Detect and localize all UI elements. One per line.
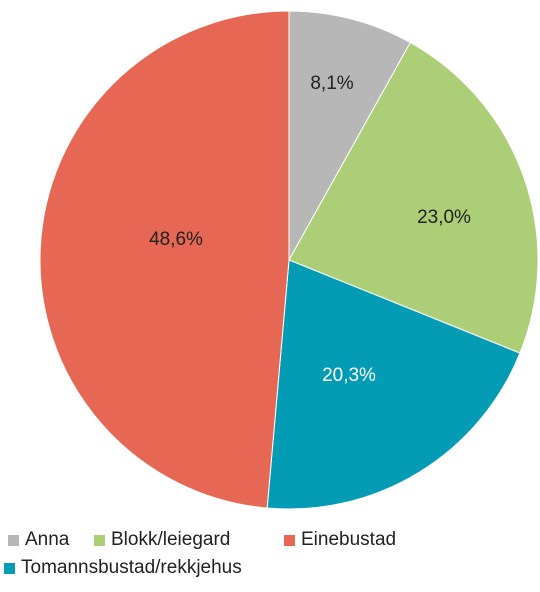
legend-row-2: Tomannsbustad/rekkjehus xyxy=(0,554,540,582)
legend-label-einebustad: Einebustad xyxy=(301,529,397,550)
slice-value-label-einebustad: 48,6% xyxy=(149,229,203,250)
legend-swatch-einebustad xyxy=(284,534,295,546)
legend-label-blokk: Blokk/leiegard xyxy=(111,529,231,550)
legend-item-einebustad: Einebustad xyxy=(284,529,396,551)
pie-slice-blokk-leiegard xyxy=(288,41,539,354)
legend-swatch-tomannsbustad xyxy=(4,562,15,574)
slice-value-label-blokk-leiegard: 23,0% xyxy=(417,207,471,228)
pie-chart: 8,1% 23,0% 20,3% 48,6% xyxy=(39,10,539,510)
slice-value-label-tomannsbustad-rekkjehus: 20,3% xyxy=(322,365,376,386)
pie-slice-anna xyxy=(288,10,412,262)
legend: Anna Blokk/leiegard Einebustad Tomannsbu… xyxy=(0,526,540,582)
legend-swatch-blokk xyxy=(94,534,105,546)
pie-slice-tomannsbustad-rekkjehus xyxy=(266,259,521,510)
legend-item-tomannsbustad: Tomannsbustad/rekkjehus xyxy=(4,557,242,579)
slice-value-label-anna: 8,1% xyxy=(310,73,353,94)
legend-label-tomannsbustad: Tomannsbustad/rekkjehus xyxy=(21,557,242,578)
legend-item-blokk: Blokk/leiegard xyxy=(94,529,284,551)
pie-slice-einebustad xyxy=(39,10,290,509)
legend-swatch-anna xyxy=(8,534,19,546)
legend-label-anna: Anna xyxy=(25,529,70,550)
legend-row-1: Anna Blokk/leiegard Einebustad xyxy=(0,526,540,554)
legend-item-anna: Anna xyxy=(8,529,94,551)
